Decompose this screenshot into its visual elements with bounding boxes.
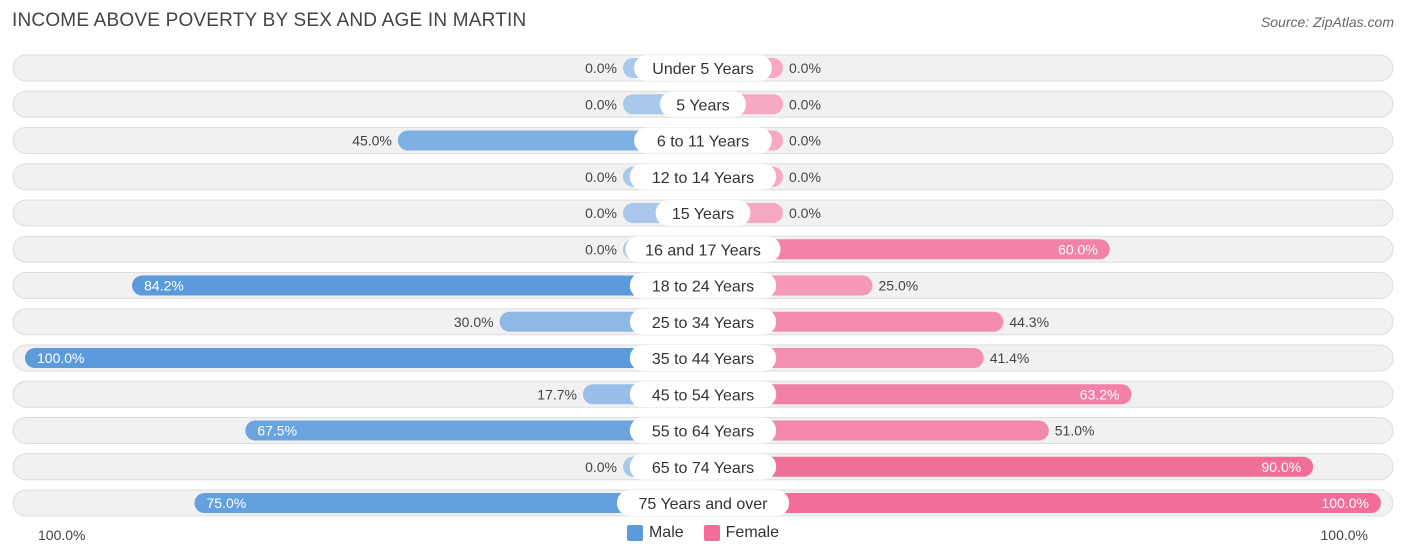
female-swatch [703, 525, 720, 541]
female-value-label: 25.0% [879, 278, 919, 294]
female-bar [703, 456, 1314, 477]
category-pill [625, 236, 781, 263]
male-value-label: 30.0% [454, 314, 494, 330]
male-value-label: 100.0% [37, 350, 84, 366]
category-label: 25 to 34 Years [652, 315, 754, 332]
category-pill [634, 127, 772, 154]
female-value-label: 44.3% [1009, 314, 1049, 330]
male-value-label: 45.0% [352, 133, 392, 149]
category-label: 65 to 74 Years [652, 460, 754, 477]
diverging-bar-chart: 0.0% 0.0% Under 5 Years 0.0% 0.0% 5 Years 45.0… [12, 54, 1394, 517]
category-label: 15 Years [672, 206, 734, 223]
category-pill [629, 417, 777, 444]
legend-item-male: Male [626, 524, 684, 542]
female-value-label: 60.0% [1058, 241, 1098, 257]
female-value-label: 51.0% [1055, 423, 1095, 439]
female-bar [703, 420, 1049, 441]
legend: Male Female [0, 524, 1406, 542]
female-value-label: 0.0% [789, 205, 821, 221]
male-value-label: 84.2% [144, 278, 184, 294]
category-label: 16 and 17 Years [645, 242, 761, 259]
male-value-label: 0.0% [585, 96, 617, 112]
category-pill [629, 453, 777, 480]
female-value-label: 41.4% [990, 350, 1030, 366]
female-value-label: 0.0% [789, 60, 821, 76]
male-value-label: 0.0% [585, 60, 617, 76]
male-swatch [626, 525, 643, 541]
male-value-label: 17.7% [537, 386, 577, 402]
female-value-label: 100.0% [1322, 495, 1369, 511]
female-value-label: 63.2% [1080, 386, 1120, 402]
female-value-label: 0.0% [789, 133, 821, 149]
male-bar [132, 275, 703, 296]
category-label: 18 to 24 Years [652, 279, 754, 296]
female-value-label: 90.0% [1261, 459, 1301, 475]
category-label: 5 Years [676, 97, 729, 114]
category-pill [629, 381, 777, 408]
legend-female-label: Female [725, 524, 780, 541]
legend-item-female: Female [703, 524, 780, 542]
male-bar [245, 420, 703, 441]
female-bar [703, 239, 1110, 260]
category-label: 6 to 11 Years [657, 134, 749, 151]
male-value-label: 0.0% [585, 205, 617, 221]
legend-male-label: Male [648, 524, 684, 541]
female-bar [703, 493, 1381, 513]
chart-title: INCOME ABOVE POVERTY BY SEX AND AGE IN M… [12, 10, 527, 31]
axis-left-label: 100.0% [38, 527, 86, 543]
category-pill [629, 163, 777, 190]
female-value-label: 0.0% [789, 96, 821, 112]
axis-right-label: 100.0% [1320, 527, 1368, 543]
category-pill [629, 308, 777, 335]
male-value-label: 0.0% [585, 459, 617, 475]
category-pill [629, 272, 777, 299]
male-value-label: 0.0% [585, 241, 617, 257]
female-bar [703, 384, 1132, 405]
female-value-label: 0.0% [789, 169, 821, 185]
category-pill [659, 91, 747, 118]
male-value-label: 67.5% [257, 423, 297, 439]
category-label: 12 to 14 Years [652, 170, 754, 187]
category-pill [634, 55, 772, 81]
male-bar [25, 348, 703, 368]
source-label: Source: ZipAtlas.com [1260, 14, 1394, 30]
category-label: 75 Years and over [639, 496, 769, 513]
category-label: 35 to 44 Years [652, 351, 754, 368]
category-pill [616, 490, 790, 516]
category-label: 55 to 64 Years [652, 424, 754, 441]
category-label: Under 5 Years [652, 61, 753, 78]
male-bar [397, 130, 703, 151]
male-value-label: 0.0% [585, 169, 617, 185]
category-label: 45 to 54 Years [652, 387, 754, 404]
male-bar [194, 493, 703, 513]
category-pill [629, 345, 777, 371]
category-pill [655, 200, 751, 226]
male-value-label: 75.0% [207, 495, 247, 511]
female-bar [703, 311, 1004, 332]
